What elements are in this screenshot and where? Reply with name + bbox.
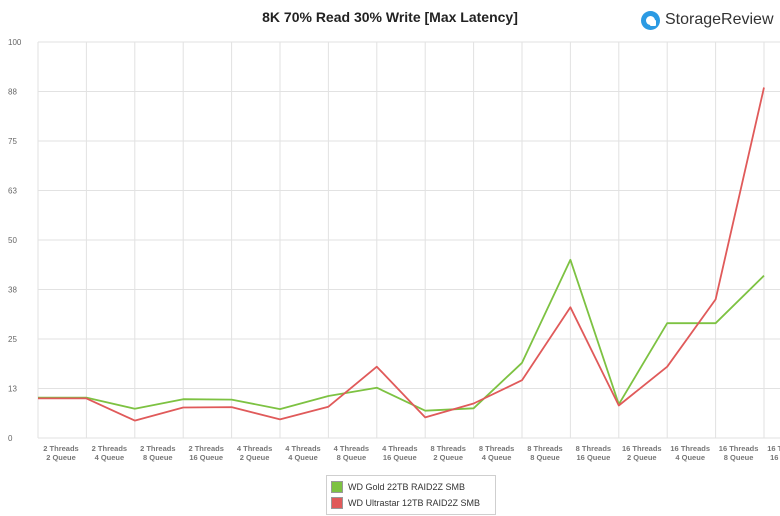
x-tick-label: 8 Threads 4 Queue xyxy=(479,444,514,462)
storagereview-logo-icon xyxy=(641,10,660,30)
y-tick-label: 75 xyxy=(8,137,17,146)
series-lines xyxy=(38,87,765,422)
grid-lines xyxy=(37,41,780,439)
legend-item-series-1[interactable]: WD Gold 22TB RAID2Z SMB xyxy=(331,479,491,495)
series-line-1 xyxy=(38,258,765,412)
x-tick-label: 8 Threads 8 Queue xyxy=(527,444,562,462)
legend-label-series-1: WD Gold 22TB RAID2Z SMB xyxy=(348,482,466,492)
x-tick-label: 16 Threads 4 Queue xyxy=(670,444,710,462)
y-tick-label: 63 xyxy=(8,187,17,196)
x-tick-label: 8 Threads 2 Queue xyxy=(430,444,465,462)
legend-swatch-series-2 xyxy=(331,497,343,509)
x-tick-label: 4 Threads 2 Queue xyxy=(237,444,272,462)
x-tick-label: 4 Threads 16 Queue xyxy=(382,444,417,462)
x-tick-label: 2 Threads 4 Queue xyxy=(92,444,127,462)
y-tick-label: 0 xyxy=(8,434,13,443)
x-tick-label: 4 Threads 8 Queue xyxy=(334,444,369,462)
x-tick-label: 16 Threads 2 Queue xyxy=(622,444,662,462)
y-tick-label: 13 xyxy=(8,385,17,394)
x-axis-ticks: 2 Threads 2 Queue 2 Threads 4 Queue 2 Thread… xyxy=(43,444,780,462)
x-tick-label: 4 Threads 4 Queue xyxy=(285,444,320,462)
y-tick-label: 50 xyxy=(8,236,17,245)
y-tick-label: 38 xyxy=(8,286,17,295)
brand-logo: StorageReview xyxy=(641,9,774,31)
y-tick-label: 25 xyxy=(8,335,17,344)
x-tick-label: 2 Threads 16 Queue xyxy=(188,444,223,462)
y-tick-label: 88 xyxy=(8,88,17,97)
x-tick-label: 2 Threads 8 Queue xyxy=(140,444,175,462)
y-tick-label: 100 xyxy=(8,38,22,47)
x-tick-label: 8 Threads 16 Queue xyxy=(576,444,611,462)
x-tick-label: 2 Threads 2 Queue xyxy=(43,444,78,462)
legend: WD Gold 22TB RAID2Z SMB WD Ultrastar 12T… xyxy=(326,475,496,515)
brand-name: StorageReview xyxy=(665,11,774,28)
chart-title: 8K 70% Read 30% Write [Max Latency] xyxy=(262,9,518,25)
legend-item-series-2[interactable]: WD Ultrastar 12TB RAID2Z SMB xyxy=(331,495,491,511)
series-line-2 xyxy=(38,87,765,422)
legend-label-series-2: WD Ultrastar 12TB RAID2Z SMB xyxy=(348,498,481,508)
x-tick-label: 16 Threads 8 Queue xyxy=(719,444,759,462)
legend-swatch-series-1 xyxy=(331,481,343,493)
y-axis-ticks: 0 13 25 38 50 63 75 88 100 xyxy=(8,38,22,443)
